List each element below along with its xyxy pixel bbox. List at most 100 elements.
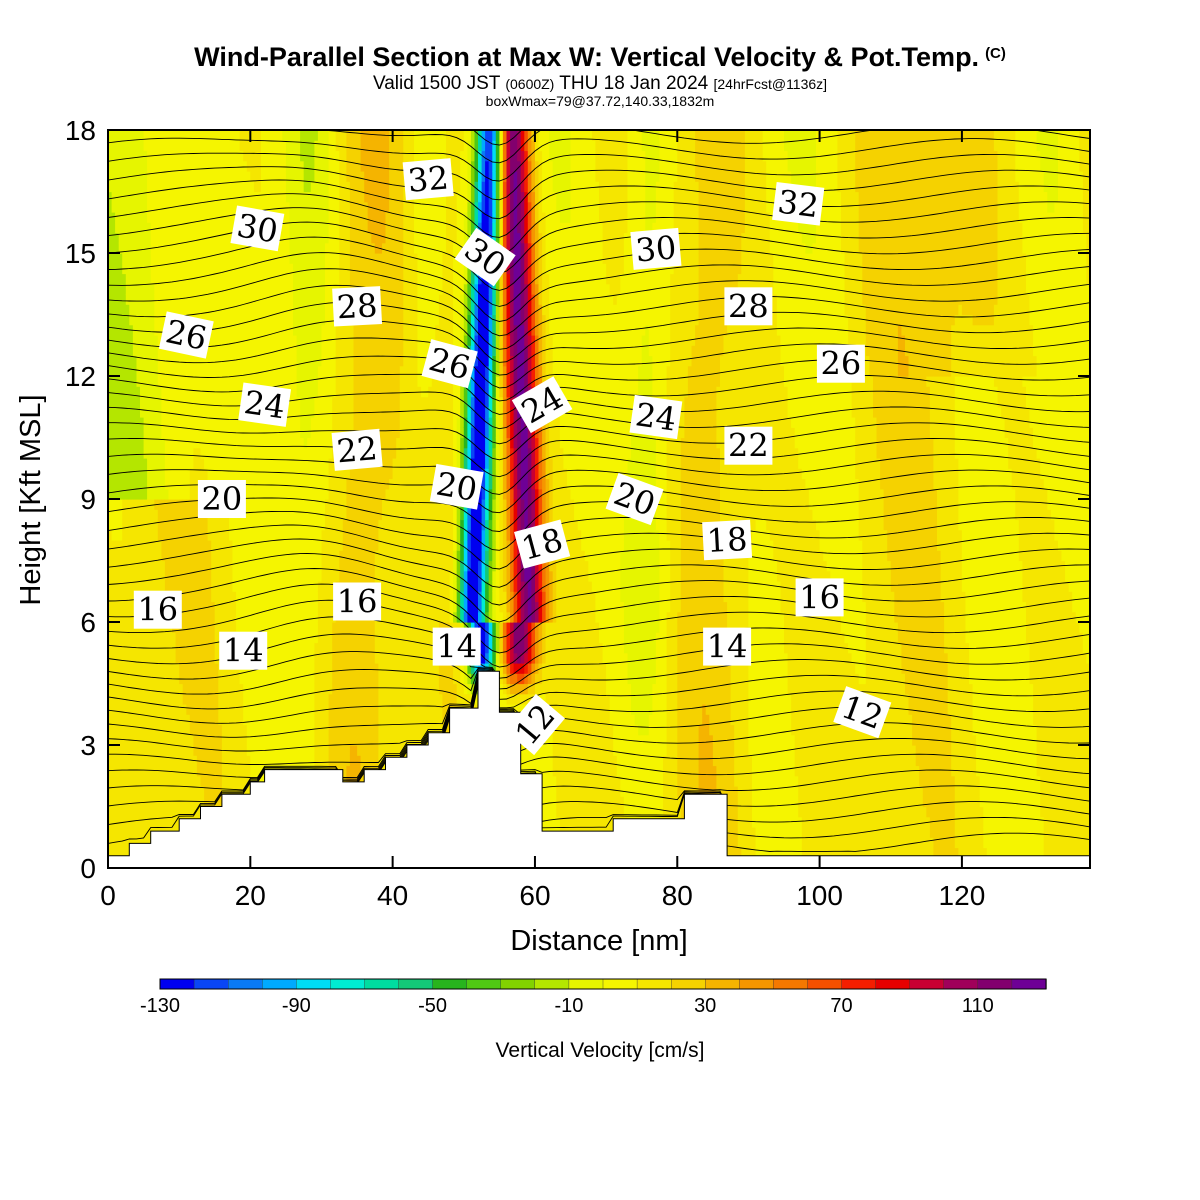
velocity-cell [218,161,222,172]
velocity-cell [293,130,297,141]
velocity-cell [268,335,272,346]
velocity-cell [257,345,261,356]
velocity-cell [329,530,333,541]
velocity-cell [293,725,297,736]
velocity-cell [268,591,272,602]
velocity-cell [151,632,155,643]
velocity-cell [350,540,354,551]
velocity-cell [165,530,169,541]
velocity-cell [243,458,247,469]
velocity-cell [286,356,290,367]
velocity-cell [176,479,180,490]
velocity-cell [282,755,286,766]
velocity-cell [215,202,219,213]
velocity-cell [140,253,144,264]
velocity-cell [311,243,315,254]
velocity-cell [215,684,219,695]
velocity-cell [293,550,297,561]
velocity-cell [140,786,144,797]
velocity-cell [354,714,358,725]
velocity-cell [311,622,315,633]
velocity-cell [318,427,322,438]
velocity-cell [286,130,290,141]
velocity-cell [190,684,194,695]
velocity-cell [115,673,119,684]
velocity-cell [257,263,261,274]
velocity-cell [336,653,340,664]
velocity-cell [122,622,126,633]
velocity-cell [215,304,219,315]
velocity-cell [172,222,176,233]
velocity-cell [233,725,237,736]
velocity-cell [129,550,133,561]
velocity-cell [325,171,329,182]
velocity-cell [129,335,133,346]
velocity-cell [218,602,222,613]
velocity-cell [165,140,169,151]
velocity-cell [329,161,333,172]
velocity-cell [183,632,187,643]
velocity-cell [240,140,244,151]
velocity-cell [140,766,144,777]
velocity-cell [158,202,162,213]
velocity-cell [129,130,133,141]
velocity-cell [176,755,180,766]
velocity-cell [225,530,229,541]
velocity-cell [176,171,180,182]
velocity-cell [201,407,205,418]
velocity-cell [300,130,304,141]
velocity-cell [190,448,194,459]
velocity-cell [176,448,180,459]
velocity-cell [215,407,219,418]
velocity-cell [250,151,254,162]
velocity-cell [300,263,304,274]
velocity-cell [140,704,144,715]
velocity-cell [318,233,322,244]
velocity-cell [158,304,162,315]
velocity-cell [329,130,333,141]
velocity-cell [300,304,304,315]
velocity-cell [176,725,180,736]
velocity-cell [208,222,212,233]
velocity-cell [183,755,187,766]
velocity-cell [336,735,340,746]
velocity-cell [233,284,237,295]
velocity-cell [165,233,169,244]
velocity-cell [115,499,119,510]
velocity-cell [325,356,329,367]
velocity-cell [293,151,297,162]
velocity-cell [115,694,119,705]
velocity-cell [147,653,151,664]
velocity-cell [197,284,201,295]
velocity-cell [122,550,126,561]
velocity-cell [176,222,180,233]
velocity-cell [183,766,187,777]
velocity-cell [183,212,187,223]
velocity-cell [208,653,212,664]
velocity-cell [318,274,322,285]
velocity-cell [201,130,205,141]
velocity-cell [343,274,347,285]
velocity-cell [176,704,180,715]
velocity-cell [233,335,237,346]
velocity-cell [172,776,176,787]
velocity-cell [307,591,311,602]
velocity-cell [140,735,144,746]
velocity-cell [243,130,247,141]
velocity-cell [140,632,144,643]
velocity-cell [201,171,205,182]
velocity-cell [201,602,205,613]
velocity-cell [275,509,279,520]
velocity-cell [307,366,311,377]
velocity-cell [115,755,119,766]
velocity-cell [133,417,137,428]
velocity-cell [140,417,144,428]
velocity-cell [176,417,180,428]
velocity-cell [336,325,340,336]
velocity-cell [311,735,315,746]
velocity-cell [190,653,194,664]
velocity-cell [343,694,347,705]
velocity-cell [318,643,322,654]
velocity-cell [282,448,286,459]
velocity-cell [240,468,244,479]
